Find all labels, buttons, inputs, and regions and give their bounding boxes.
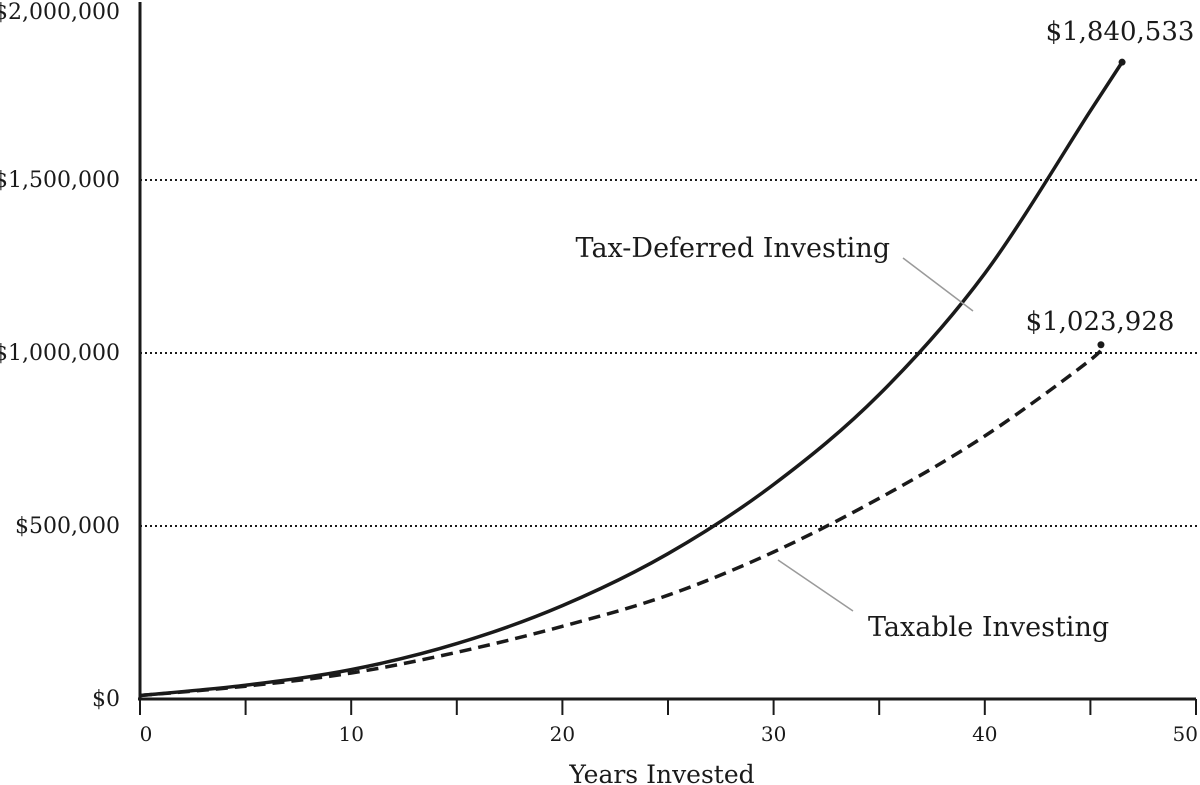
y-tick-label: $500,000 (15, 514, 120, 539)
y-tick-labels: $0 $500,000 $1,000,000 $1,500,000 $2,000,000 (0, 0, 120, 712)
label-leader-line (777, 559, 854, 612)
x-tick-label: 20 (550, 722, 575, 746)
x-tick-label: 40 (972, 722, 997, 746)
annotations: $1,840,533 Tax-Deferred Investing $1,023,9… (576, 17, 1195, 643)
label-leader-line (902, 257, 974, 312)
y-tick-label: $0 (92, 687, 120, 712)
x-tick-label: 10 (338, 722, 363, 746)
grid-lines (140, 179, 1200, 527)
x-tick-label: 30 (761, 722, 786, 746)
axes (138, 2, 1197, 715)
series-name-label: Tax-Deferred Investing (576, 233, 890, 264)
x-axis-label: Years Invested (568, 760, 754, 785)
series-end-value-label: $1,023,928 (1026, 307, 1175, 337)
tax-deferred-investing-line (139, 61, 1124, 698)
series-name-label: Taxable Investing (868, 612, 1109, 643)
y-tick-label: $2,000,000 (0, 0, 120, 25)
x-tick-label: 0 (140, 722, 153, 746)
series-end-point (1118, 58, 1126, 66)
x-tick-label: 50 (1173, 722, 1198, 746)
series-end-point (1097, 341, 1105, 349)
series-end-value-label: $1,840,533 (1046, 17, 1195, 47)
x-tick-labels: 0 10 20 30 40 50 (140, 722, 1198, 746)
series-lines (139, 58, 1126, 698)
taxable-investing-line (139, 343, 1105, 698)
y-tick-label: $1,500,000 (0, 168, 120, 193)
y-tick-label: $1,000,000 (0, 341, 120, 366)
